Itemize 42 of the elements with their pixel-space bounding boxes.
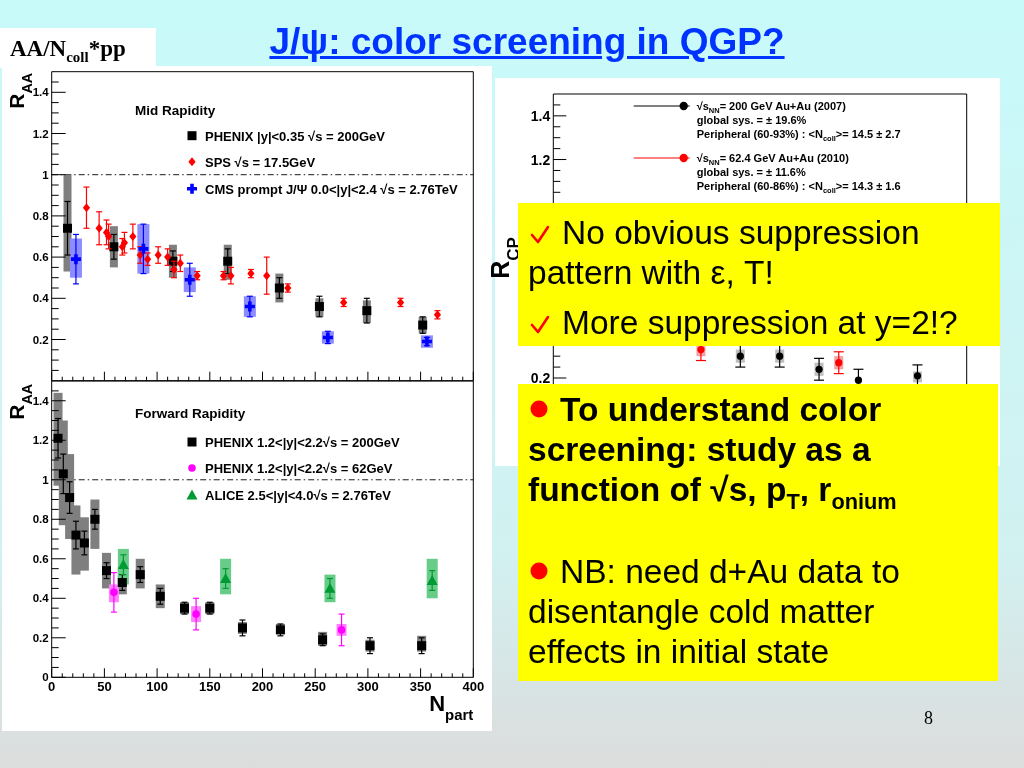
annotation: No obvious suppression pattern with ε, T!: [528, 214, 920, 292]
legend-label: PHENIX |y|<0.35 √s = 200GeV: [205, 128, 386, 144]
text: 8: [924, 708, 933, 728]
y-tick-label: 0.2: [530, 370, 551, 387]
legend-label: √s$_{NN}$= 200 GeV Au+Au (2007) global sys. = ± 19.6% Peripheral (60-93%) : <N$_{coll}$>= 14.5 ± 2.7: [696, 100, 901, 143]
y-tick-label: 0: [42, 671, 49, 684]
legend-label: CMS prompt J/Ψ 0.0<|y|<2.4 √s = 2.76TeV: [205, 181, 458, 197]
legend-title: Forward Rapidity: [135, 405, 246, 421]
y-tick-label: 1.4: [32, 394, 50, 407]
x-tick-label: 250: [304, 679, 327, 695]
y-tick-label: 1.2: [32, 434, 49, 447]
legend-label: √s$_{NN}$= 62.4 GeV Au+Au (2010) global sys. = ± 11.6% Peripheral (60-86%) : <N$_{coll}$>= 14.3 ± 1.6: [696, 152, 901, 195]
x-tick-label: 100: [146, 679, 168, 695]
legend-label: SPS √s = 17.5GeV: [205, 154, 316, 170]
y-tick-label: 1.2: [530, 151, 551, 168]
x-tick-label: 200: [251, 679, 274, 695]
legend-title: Mid Rapidity: [135, 102, 216, 118]
y-tick-label: 0.2: [32, 631, 49, 644]
x-tick-label: 150: [198, 679, 221, 695]
y-tick-label: 1: [42, 168, 50, 181]
annotation: To understand color screening: study as a function of √s, p$_{T}$, r$_{onium}$: [528, 391, 897, 515]
x-tick-label: 350: [409, 679, 432, 695]
legend-label: ALICE 2.5<|y|<4.0√s = 2.76TeV: [205, 487, 392, 503]
legend-label: PHENIX 1.2<|y|<2.2√s = 62GeV: [205, 460, 393, 476]
x-tick-label: 50: [97, 679, 112, 695]
y-tick-label: 1.4: [32, 86, 50, 99]
y-tick-label: 1.2: [32, 127, 49, 140]
x-tick-label: 300: [357, 679, 379, 695]
y-tick-label: 0.6: [32, 251, 49, 264]
y-tick-label: 0.2: [32, 333, 49, 346]
y-tick-label: 0.4: [32, 592, 50, 605]
text: NB: need d+Au data to disentangle cold matter effects in initial state: [528, 553, 900, 671]
text: J/ψ: color screening in QGP?: [269, 20, 785, 64]
text: AA/N$_{coll}$*pp: [10, 35, 126, 65]
y-tick-label: 1.4: [530, 107, 551, 124]
y-tick-label: 0.4: [32, 292, 50, 305]
annotation: More suppression at y=2!?: [562, 304, 958, 342]
y-tick-label: 0.6: [32, 552, 49, 565]
y-tick-label: 0.8: [32, 209, 50, 222]
y-tick-label: 1: [42, 473, 50, 486]
legend-label: PHENIX 1.2<|y|<2.2√s = 200GeV: [205, 434, 401, 450]
y-tick-label: 0.8: [32, 513, 50, 526]
